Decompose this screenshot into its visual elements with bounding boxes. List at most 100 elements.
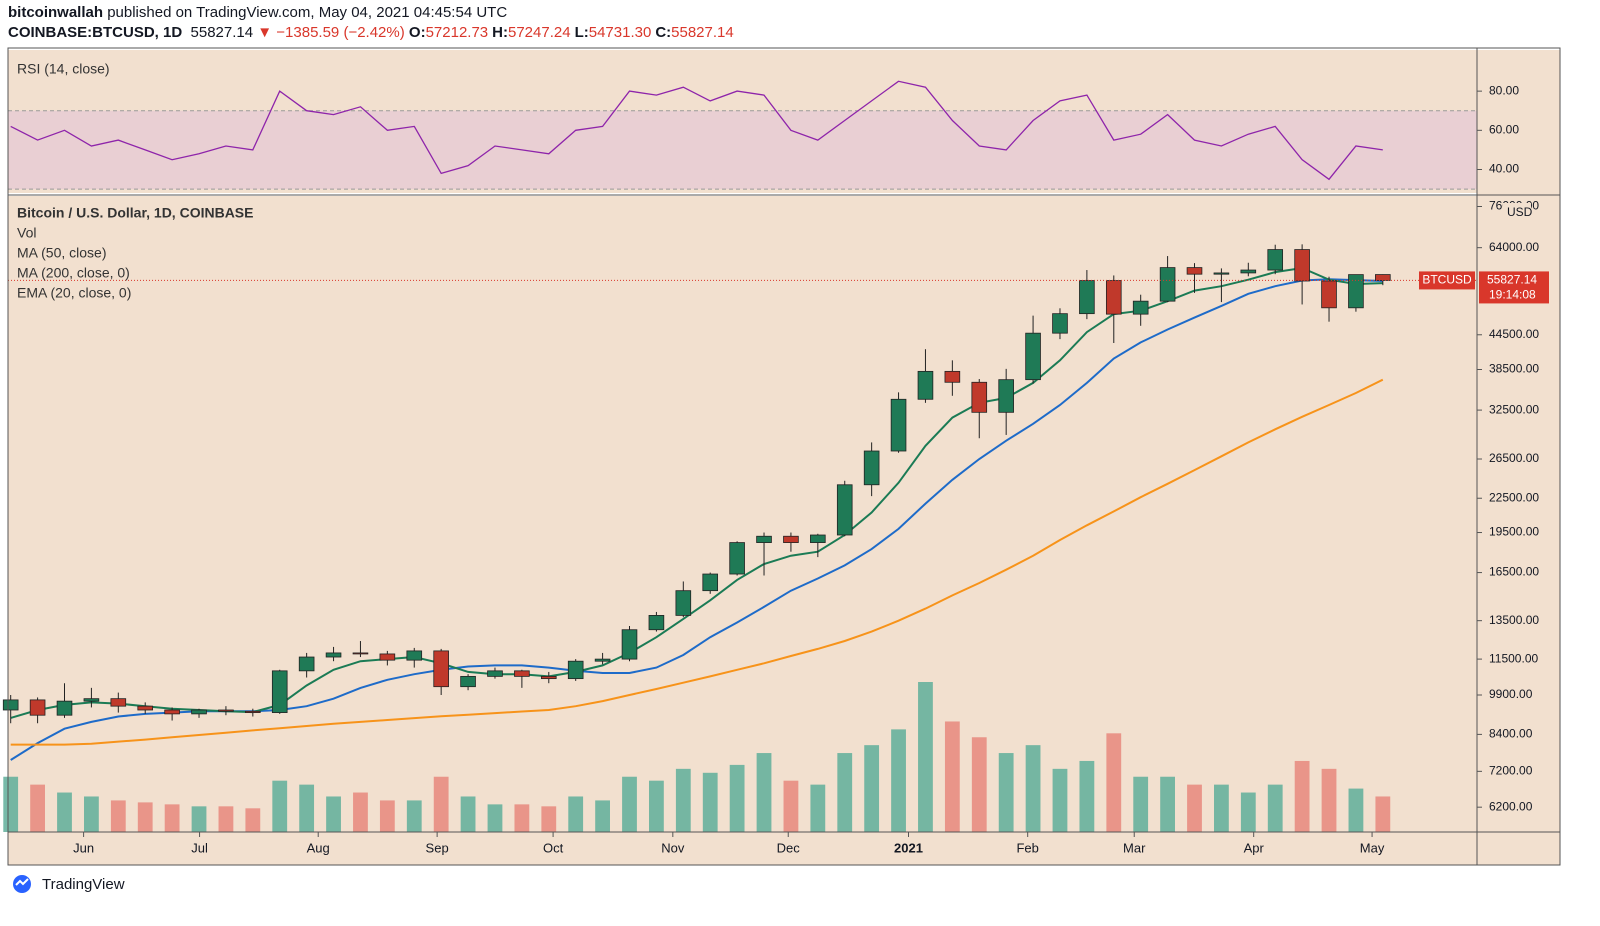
volume-bar — [944, 721, 960, 832]
candle-body — [298, 656, 315, 672]
candle-body — [2, 699, 19, 711]
candle-body — [514, 670, 530, 677]
ma-line — [10, 266, 1383, 719]
x-tick-label: Jul — [191, 840, 208, 855]
candle-body — [594, 658, 611, 662]
price-tick-label: 13500.00 — [1489, 613, 1539, 627]
candle-body — [540, 675, 557, 680]
last-price: 55827.14 — [190, 24, 254, 41]
volume-bar — [84, 796, 99, 832]
volume-bar — [864, 745, 880, 832]
volume-bar — [729, 764, 745, 832]
candle-body — [567, 660, 584, 680]
rsi-legend: RSI (14, close) — [17, 61, 110, 77]
volume-bar — [998, 753, 1014, 832]
volume-bar — [1214, 784, 1229, 832]
x-tick-label: 2021 — [894, 840, 923, 855]
price-tick-label: 26500.00 — [1489, 451, 1539, 465]
volume-bar — [30, 784, 45, 832]
rsi-tick-label: 80.00 — [1489, 83, 1519, 97]
volume-bar — [218, 806, 234, 832]
symbol: COINBASE:BTCUSD, 1D — [8, 24, 183, 41]
volume-bar — [783, 780, 799, 832]
x-tick-label: Jun — [73, 840, 94, 855]
candle-body — [1052, 313, 1068, 334]
legend-entry: MA (50, close) — [17, 245, 106, 261]
candle-body — [1348, 274, 1364, 309]
volume-bar — [702, 772, 718, 832]
candle-body — [1375, 274, 1391, 281]
candle-body — [1132, 300, 1149, 315]
volume-bar — [1294, 760, 1310, 832]
x-tick-label: Mar — [1123, 840, 1146, 855]
candle-body — [675, 590, 692, 616]
ohlc-value: 54731.30 — [588, 24, 652, 41]
volume-bar — [326, 796, 341, 832]
price-tick-label: 8400.00 — [1489, 727, 1533, 741]
volume-bar — [514, 804, 530, 832]
candle-body — [137, 705, 154, 711]
volume-bar — [595, 800, 610, 832]
symbol-box — [1419, 271, 1475, 290]
legend-entry: EMA (20, close, 0) — [17, 285, 131, 301]
candle-body — [702, 573, 719, 592]
volume-bar — [110, 800, 126, 832]
candle-body — [1186, 267, 1203, 275]
logo — [13, 875, 31, 893]
candle-body — [1079, 280, 1095, 315]
x-tick-label: May — [1360, 840, 1385, 855]
candle-body — [164, 709, 180, 715]
volume-bar — [1348, 788, 1364, 832]
publish-line: bitcoinwallah published on TradingView.c… — [8, 4, 507, 21]
volume-bar — [568, 796, 584, 832]
volume-bar — [837, 753, 853, 832]
price-tick-label: 64000.00 — [1489, 240, 1539, 254]
volume-bar — [918, 682, 933, 832]
volume-bar — [1079, 760, 1095, 832]
change-value: −1385.59 (−2.42%) — [276, 24, 405, 41]
price-tick-label: 32500.00 — [1489, 402, 1539, 416]
candle-body — [1105, 280, 1122, 315]
rsi-tick-label: 60.00 — [1489, 122, 1519, 136]
volume-bar — [137, 802, 153, 832]
volume-bar — [191, 806, 207, 832]
price-tick-label: 9900.00 — [1489, 687, 1533, 701]
ohlc-key: O: — [408, 24, 426, 41]
candle-body — [110, 698, 127, 707]
volume-bar — [272, 780, 288, 832]
candle-body — [218, 709, 234, 712]
volume-bar — [1106, 733, 1122, 832]
volume-bar — [756, 753, 772, 832]
x-tick-label: Feb — [1016, 840, 1038, 855]
price-label: 55827.14 — [1487, 273, 1537, 287]
volume-bar — [299, 784, 315, 832]
brand: TradingView — [42, 875, 125, 893]
symbol-label: BTCUSD — [1422, 273, 1472, 287]
ohlc-item: L:54731.30 — [575, 24, 652, 41]
volume-bar — [487, 804, 503, 832]
price-tick-label: 19500.00 — [1489, 525, 1539, 539]
candle-body — [1294, 249, 1310, 282]
ohlc-item: H:57247.24 — [492, 24, 570, 41]
rsi-pane — [8, 50, 1477, 193]
volume-bar — [164, 804, 180, 832]
candle-body — [621, 629, 638, 660]
candle-body — [1240, 269, 1257, 274]
candle-body — [83, 698, 100, 702]
countdown: 19:14:08 — [1489, 288, 1536, 302]
ohlc-value: 57212.73 — [425, 24, 489, 41]
candle-body — [460, 675, 476, 688]
ohlc-key: C: — [655, 24, 672, 41]
ohlc-key: H: — [492, 24, 508, 41]
x-tick-label: Apr — [1244, 840, 1265, 855]
volume-bar — [649, 780, 664, 832]
candle-body — [29, 699, 46, 716]
price-tick-label: 44500.00 — [1489, 327, 1539, 341]
rsi-band — [8, 110, 1477, 190]
rsi-tick-label: 40.00 — [1489, 162, 1519, 176]
candle-body — [352, 652, 369, 655]
currency-box — [1503, 203, 1531, 223]
candle-body — [1267, 249, 1284, 271]
